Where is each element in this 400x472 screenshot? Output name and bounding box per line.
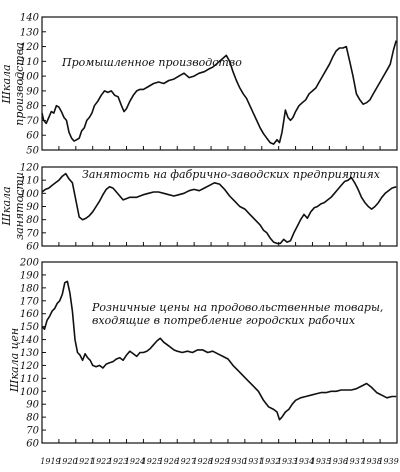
y-tick-label: 90 [26, 400, 39, 411]
x-tick-label: 1925 [142, 457, 162, 466]
panel-3: 60 70 80 90 100 110 120 130 140 150 160 170 180 19020… [8, 258, 398, 450]
x-tick-label: 1933 [277, 457, 297, 466]
y-axis-label: Шкалапроизводства [0, 42, 26, 125]
y-tick-label: 140 [20, 13, 40, 24]
x-tick-label: 1938 [361, 457, 381, 466]
y-tick-label: 70 [26, 426, 39, 437]
x-tick-label: 1922 [91, 457, 111, 466]
x-tick-label: 1924 [125, 457, 145, 466]
y-tick-label: 60 [26, 242, 39, 253]
chart-title: Розничные цены на продовольственные това… [91, 301, 383, 314]
x-tick-label: 1930 [226, 457, 246, 466]
y-axis-label: Шкалазанятости [0, 172, 26, 240]
y-tick-label: 50 [26, 146, 39, 157]
y-tick-label: 110 [20, 57, 40, 68]
y-axis-label: Шкала цен [8, 328, 21, 393]
y-tick-label: 200 [19, 258, 40, 269]
y-tick-label: 120 [20, 42, 40, 53]
y-axis-label-line: Шкала [0, 64, 13, 104]
y-tick-label: 140 [20, 335, 40, 346]
y-tick-label: 70 [26, 228, 39, 239]
panel-1: 50 60 70 80 90 100 110 120 130 140 Промышленное пр… [0, 13, 398, 157]
y-tick-label: 90 [26, 202, 39, 213]
plot-frame [41, 16, 398, 151]
y-tick-label: 80 [26, 413, 39, 424]
x-tick-label: 1919 [40, 457, 60, 466]
x-tick-label: 1935 [311, 457, 331, 466]
y-tick-label: 110 [20, 176, 40, 187]
chart-title: Занятость на фабрично-заводских предприя… [82, 168, 381, 181]
x-tick-label: 1939 [378, 457, 398, 466]
y-tick-label: 100 [20, 72, 40, 83]
y-axis-label-line: Шкала [0, 186, 13, 226]
y-tick-label: 120 [20, 163, 40, 174]
y-tick-label: 180 [20, 283, 40, 294]
x-tick-label: 1923 [108, 457, 128, 466]
y-tick-label: 130 [20, 348, 40, 359]
y-tick-label: 80 [26, 101, 39, 112]
y-tick-label: 100 [20, 387, 40, 398]
y-tick-label: 100 [20, 189, 40, 200]
x-tick-label: 1926 [159, 457, 179, 466]
x-tick-label: 1928 [192, 457, 212, 466]
y-tick-label: 170 [20, 296, 40, 307]
y-tick-label: 120 [20, 361, 40, 372]
x-tick-label: 1934 [294, 457, 314, 466]
series-line [41, 40, 397, 145]
y-tick-label: 60 [26, 131, 39, 142]
y-axis-label-line: Шкала цен [8, 328, 21, 393]
x-tick-label: 1936 [328, 457, 348, 466]
y-tick-label: 110 [20, 374, 40, 385]
x-tick-label: 1927 [176, 457, 197, 466]
x-tick-label: 1921 [74, 457, 94, 466]
y-tick-label: 190 [20, 270, 40, 281]
x-tick-label: 1937 [345, 457, 366, 466]
x-tick-label: 1920 [57, 457, 77, 466]
x-tick-label: 1932 [260, 457, 280, 466]
chart-title: Промышленное производство [61, 56, 242, 69]
chart-title: входящие в потребление городских рабочих [92, 314, 356, 327]
y-tick-label: 60 [26, 439, 39, 450]
y-tick-label: 150 [20, 322, 40, 333]
y-tick-label: 80 [26, 215, 39, 226]
y-tick-label: 160 [20, 309, 40, 320]
y-axis-label-line: производства [13, 42, 26, 125]
y-tick-label: 130 [20, 27, 40, 38]
x-tick-label: 1931 [243, 457, 263, 466]
plot-frame [41, 261, 398, 444]
series-line [41, 172, 397, 245]
y-tick-label: 90 [26, 86, 39, 97]
y-tick-label: 70 [26, 116, 39, 127]
y-axis-label-line: занятости [13, 172, 26, 240]
series-line [41, 280, 397, 421]
x-tick-label: 1929 [209, 457, 229, 466]
panel-2: 60 70 80 90 100 110 120 Занятость на фабрично-з… [0, 163, 398, 253]
